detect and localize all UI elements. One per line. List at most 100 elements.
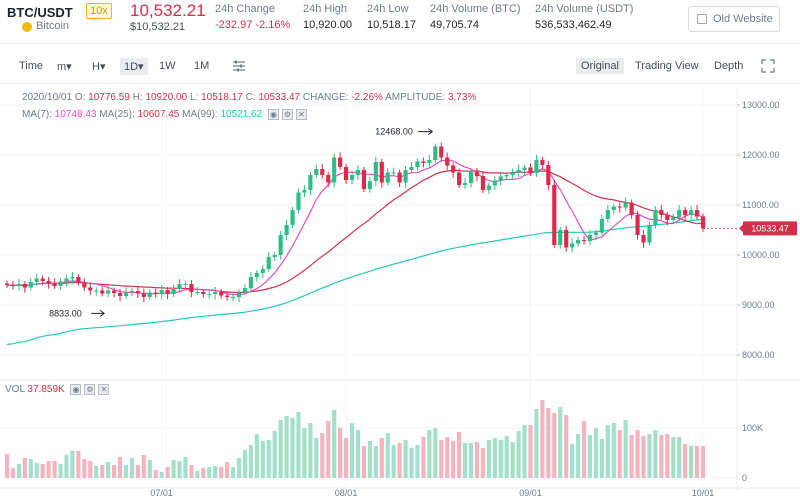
candle-body: [94, 290, 99, 292]
volume-bar: [445, 437, 450, 478]
tab-trading-view[interactable]: Trading View: [635, 60, 699, 72]
ohlc-high-label: H:: [132, 92, 143, 103]
volume-bar: [100, 465, 105, 478]
last-price-tag: [743, 221, 797, 236]
ma-visibility-icon[interactable]: ◉: [267, 109, 279, 120]
candle-body: [415, 161, 420, 167]
y-tick-label: 10000.00: [742, 250, 780, 260]
ohlc-close-label: C:: [245, 92, 256, 103]
candle-body: [421, 161, 426, 163]
candle-body: [504, 175, 509, 177]
interval-hour-dropdown[interactable]: H▾: [92, 61, 106, 73]
volume-bar: [326, 421, 331, 478]
volume-bar: [201, 468, 206, 478]
ma-close-icon[interactable]: ✕: [295, 109, 307, 120]
vol-close-icon[interactable]: ✕: [98, 384, 110, 395]
volume-bar: [683, 444, 688, 478]
candle-body: [236, 292, 242, 297]
volume-bar: [611, 423, 616, 478]
candle-body: [439, 146, 444, 158]
volume-bar: [421, 437, 426, 478]
interval-time[interactable]: Time: [19, 60, 44, 72]
ma99-line: [6, 218, 704, 345]
indicator-settings-icon[interactable]: [232, 59, 246, 73]
volume-bar: [106, 462, 111, 478]
moving-average-lines: [6, 159, 704, 345]
candle-body: [581, 240, 587, 241]
interval-day-dropdown[interactable]: 1D▾: [120, 58, 148, 75]
vol-visibility-icon[interactable]: ◉: [70, 384, 82, 395]
candle-body: [171, 289, 176, 294]
tab-depth[interactable]: Depth: [714, 60, 744, 72]
volume-bar: [266, 440, 271, 478]
vol-tick-label: 100K: [742, 423, 763, 433]
candle-body: [320, 169, 325, 175]
candle-body: [641, 235, 646, 243]
candle-body: [599, 219, 604, 233]
candle-body: [605, 210, 610, 219]
candle-body: [302, 190, 307, 193]
candle-body: [177, 284, 182, 289]
volume-bar: [564, 415, 569, 478]
ma7-line: [6, 159, 704, 296]
volume-bar: [641, 436, 646, 478]
interval-1w[interactable]: 1W: [159, 60, 176, 72]
candle-body: [183, 284, 188, 285]
candle-body: [379, 162, 384, 183]
coin-name[interactable]: Bitcoin: [36, 20, 70, 32]
volume-bar: [195, 471, 200, 478]
volume-bar: [207, 467, 212, 478]
stat-24h-volume-btc: 24h Volume (BTC) 49,705.74: [430, 3, 520, 31]
ma-settings-icon[interactable]: ⚙: [281, 109, 293, 120]
fullscreen-icon[interactable]: [761, 59, 775, 73]
volume-bar: [296, 412, 301, 478]
volume-bar: [236, 458, 242, 478]
volume-bar: [522, 425, 527, 478]
candle-body: [683, 210, 688, 215]
candle-body: [52, 283, 57, 286]
candle-body: [248, 277, 253, 288]
volume-bar: [391, 445, 396, 478]
interval-minute-dropdown[interactable]: m▾: [57, 61, 72, 73]
candle-body: [403, 170, 408, 183]
candle-body: [64, 278, 69, 282]
candle-body: [82, 282, 87, 288]
volume-bar: [617, 430, 622, 478]
last-price-usd: $10,532.21: [130, 21, 186, 33]
stat-value: -232.97 -2.16%: [215, 19, 291, 31]
volume-bar: [700, 446, 706, 478]
candle-body: [326, 175, 331, 183]
candle-body: [474, 172, 480, 176]
candle-body: [40, 278, 45, 281]
vol-settings-icon[interactable]: ⚙: [84, 384, 96, 395]
candle-body: [10, 285, 16, 286]
volume-bar: [677, 437, 682, 478]
old-website-button[interactable]: Old Website: [688, 6, 780, 32]
volume-bar: [552, 413, 557, 478]
low-arrow-icon: [91, 309, 106, 317]
stat-value: 536,533,462.49: [535, 19, 612, 31]
volume-bar: [272, 431, 277, 478]
ohlc-info-line: 2020/10/01 O: 10776.59 H: 10920.00 L: 10…: [22, 92, 476, 103]
volume-bar: [117, 457, 123, 478]
leverage-badge: 10x: [86, 3, 112, 19]
volume-bar: [248, 445, 253, 478]
volume-bar: [230, 467, 236, 478]
interval-1m[interactable]: 1M: [194, 60, 210, 72]
trading-pair[interactable]: BTC/USDT: [7, 5, 73, 20]
volume-bar: [34, 463, 39, 478]
volume-bar: [385, 433, 390, 478]
y-tick-label: 12000.00: [742, 150, 780, 160]
volume-bar: [510, 442, 515, 478]
volume-bar: [558, 407, 563, 478]
tab-original[interactable]: Original: [576, 58, 624, 74]
candle-body: [522, 167, 527, 170]
candlestick-series: [4, 142, 706, 303]
candle-body: [373, 162, 378, 181]
candle-body: [510, 172, 515, 175]
candle-body: [528, 167, 533, 173]
volume-bar: [219, 467, 224, 478]
volume-bar: [462, 443, 468, 478]
volume-bar: [599, 439, 604, 478]
volume-bar: [88, 461, 93, 478]
